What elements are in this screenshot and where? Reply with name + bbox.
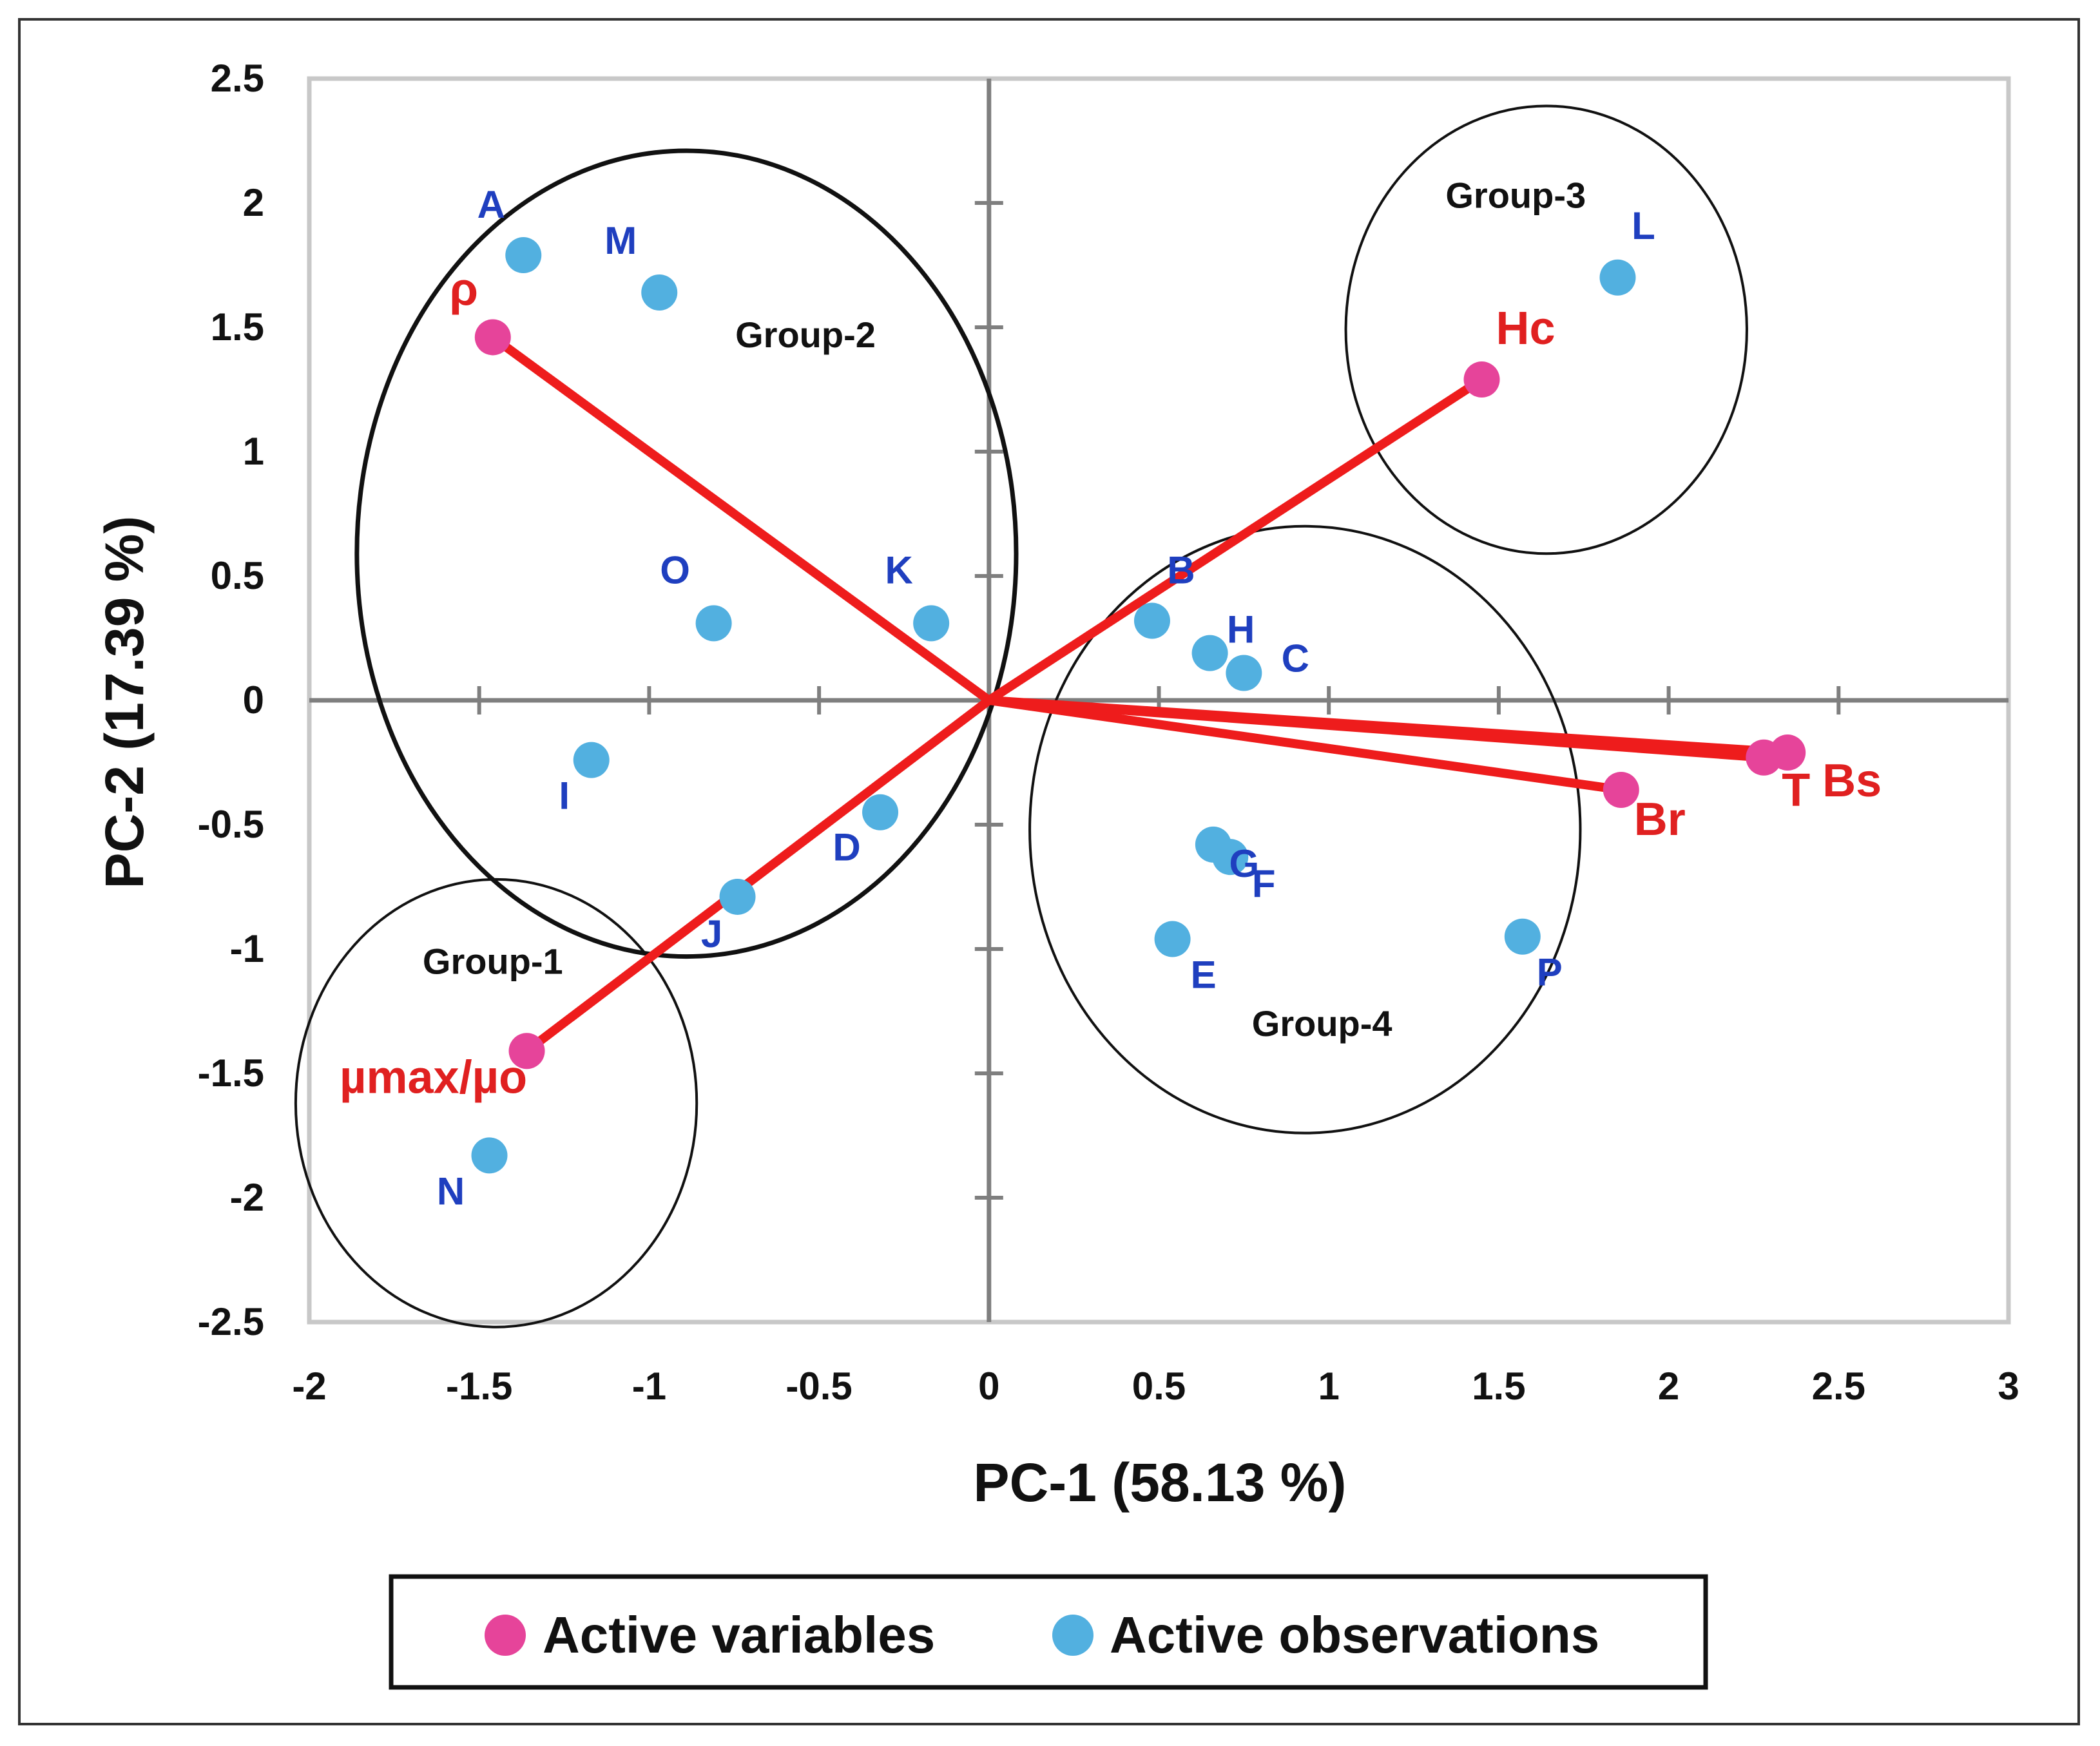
y-tick-label: 0 [243, 678, 264, 722]
variable-label-br: Br [1634, 794, 1686, 845]
vector-br [984, 696, 1626, 794]
y-axis-title: PC-2 (17.39 %) [94, 516, 155, 889]
y-tick-label: -0.5 [198, 803, 264, 846]
variable-label-t: T [1782, 765, 1810, 816]
variable-label-hc: Hc [1496, 303, 1556, 354]
observation-label-p: P [1537, 951, 1563, 994]
observation-label-o: O [660, 548, 690, 591]
legend-marker-variables [485, 1615, 526, 1656]
observation-point-j [719, 878, 756, 915]
x-tick-label: -1 [632, 1365, 666, 1408]
observation-label-e: E [1191, 954, 1217, 997]
observation-label-h: H [1227, 608, 1255, 651]
x-tick-label: 1.5 [1472, 1365, 1525, 1408]
observation-point-c [1226, 655, 1262, 691]
observation-point-b [1133, 602, 1170, 639]
observation-point-m [641, 274, 678, 311]
variable-point-rho [474, 319, 511, 356]
observation-label-l: L [1632, 204, 1655, 247]
x-tick-label: -1.5 [446, 1365, 512, 1408]
observation-point-f [1212, 839, 1249, 876]
observation-point-h [1191, 635, 1228, 671]
y-tick-label: -1.5 [198, 1051, 264, 1095]
y-tick-label: -2 [230, 1176, 264, 1219]
x-tick-label: -0.5 [785, 1365, 852, 1408]
legend-marker-observations [1052, 1615, 1093, 1656]
legend-label-observations: Active observations [1110, 1606, 1599, 1664]
observation-label-g: G [1229, 842, 1260, 885]
observation-label-i: I [559, 774, 570, 818]
observation-label-f: F [1252, 862, 1276, 905]
x-tick-label: 0 [978, 1365, 999, 1408]
y-tick-label: -1 [230, 927, 264, 970]
group-label-group-4: Group-4 [1252, 1003, 1392, 1044]
observation-label-b: B [1167, 548, 1195, 591]
group-ellipse-group-3 [1344, 104, 1748, 555]
group-ellipse-group-1 [294, 878, 698, 1329]
observation-point-n [471, 1137, 508, 1174]
x-tick-label: 3 [1998, 1365, 2019, 1408]
observation-label-m: M [604, 219, 637, 262]
x-tick-label: 1 [1318, 1365, 1340, 1408]
x-tick-label: 0.5 [1132, 1365, 1186, 1408]
vector-hc [984, 375, 1487, 705]
observation-label-j: J [701, 912, 722, 955]
observation-point-p [1504, 918, 1541, 955]
group-label-group-1: Group-1 [423, 941, 563, 982]
variable-label-rho: ρ [450, 264, 479, 315]
y-tick-label: -2.5 [198, 1300, 264, 1343]
y-tick-label: 2 [243, 181, 264, 224]
variable-point-bs [1769, 734, 1806, 771]
y-tick-label: 1 [243, 430, 264, 473]
observation-point-k [913, 605, 950, 642]
vector-max-o [522, 696, 994, 1056]
group-label-group-3: Group-3 [1445, 175, 1586, 216]
observation-label-k: K [885, 548, 912, 591]
y-tick-label: 2.5 [211, 57, 264, 100]
y-tick-label: 0.5 [211, 554, 264, 597]
observation-point-o [695, 605, 732, 642]
legend-label-variables: Active variables [543, 1606, 935, 1664]
observation-label-d: D [833, 826, 860, 869]
observation-point-a [505, 237, 542, 274]
group-ellipse-group-2 [354, 148, 1019, 959]
y-tick-label: 1.5 [211, 305, 264, 349]
group-label-group-2: Group-2 [735, 314, 876, 355]
observation-point-e [1154, 921, 1191, 957]
x-axis-title: PC-1 (58.13 %) [974, 1452, 1347, 1513]
observation-label-a: A [477, 183, 505, 226]
observation-label-c: C [1282, 637, 1309, 680]
x-tick-label: 2 [1658, 1365, 1679, 1408]
vector-bs [984, 696, 1793, 758]
x-tick-label: 2.5 [1812, 1365, 1865, 1408]
variable-point-br [1603, 771, 1639, 808]
x-tick-label: -2 [292, 1365, 326, 1408]
variable-label-bs: Bs [1822, 755, 1882, 807]
observation-point-d [862, 794, 899, 830]
figure-frame [18, 18, 2080, 1725]
observation-label-n: N [437, 1169, 465, 1213]
legend-box [389, 1574, 1708, 1690]
legend: Active variables Active observations [389, 1574, 1708, 1690]
observation-point-i [573, 742, 610, 778]
observation-point-l [1599, 259, 1636, 296]
variable-point-max-o [508, 1033, 545, 1070]
group-ellipse-group-4 [1028, 524, 1582, 1135]
variable-label-max-o: µmax/µo [340, 1051, 527, 1103]
variable-point-hc [1463, 361, 1500, 398]
vector-rho [488, 332, 994, 705]
